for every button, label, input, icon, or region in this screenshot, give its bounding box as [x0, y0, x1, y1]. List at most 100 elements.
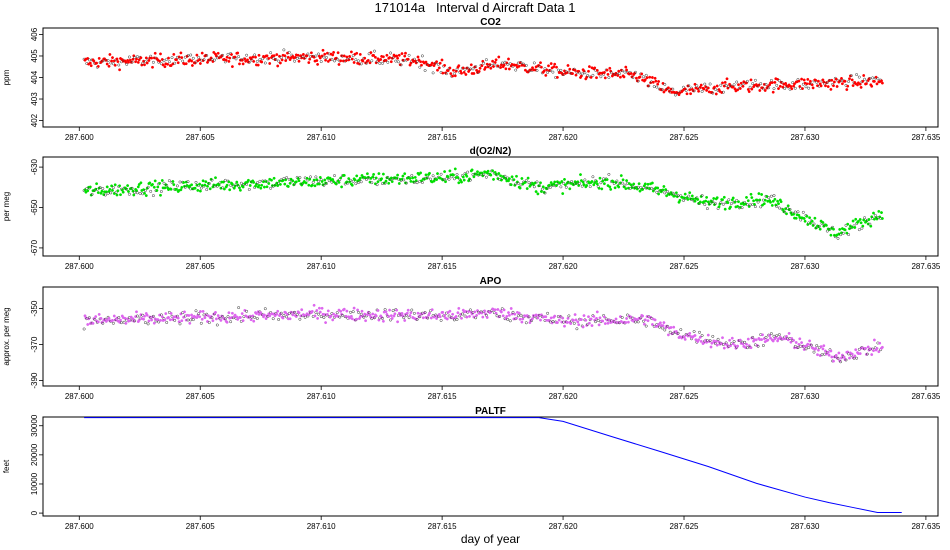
data-point	[180, 56, 184, 60]
data-point	[787, 83, 791, 87]
data-point	[824, 223, 828, 227]
data-point	[644, 73, 648, 77]
data-point	[752, 199, 756, 203]
data-point	[737, 83, 740, 87]
data-point	[880, 217, 884, 220]
data-point	[312, 178, 316, 182]
data-point	[187, 314, 191, 317]
data-point	[519, 61, 523, 65]
data-point	[286, 55, 290, 59]
data-point	[403, 319, 407, 322]
data-point	[811, 224, 815, 227]
data-point	[736, 344, 740, 348]
data-point	[776, 199, 780, 203]
data-point	[418, 65, 422, 69]
data-point	[191, 318, 195, 322]
data-point	[113, 183, 117, 187]
data-point	[178, 322, 182, 326]
data-point	[834, 353, 838, 357]
data-point	[373, 49, 376, 53]
data-point	[171, 180, 175, 183]
data-point	[814, 346, 818, 350]
data-point	[221, 53, 225, 57]
data-point	[149, 189, 153, 193]
data-point	[190, 183, 194, 187]
data-point	[396, 60, 400, 64]
x-tick-label: 287.635	[911, 392, 940, 401]
data-point	[381, 55, 385, 59]
data-point	[722, 346, 726, 350]
data-point	[153, 51, 157, 55]
data-point	[333, 59, 336, 63]
data-point	[411, 176, 415, 180]
data-point	[113, 63, 117, 67]
data-point	[629, 183, 633, 187]
data-point	[345, 309, 349, 313]
data-point	[516, 181, 520, 185]
data-point	[778, 84, 782, 88]
data-point	[870, 84, 874, 88]
data-point	[137, 318, 141, 322]
data-point	[439, 318, 443, 322]
data-point	[687, 194, 691, 198]
data-point	[651, 80, 655, 84]
data-point	[590, 180, 594, 183]
data-point	[539, 190, 543, 193]
data-point	[169, 187, 173, 191]
data-point	[715, 196, 719, 200]
data-point	[125, 187, 129, 191]
data-point	[230, 65, 234, 69]
data-point	[595, 179, 598, 183]
data-point	[598, 176, 602, 180]
x-tick-label: 287.615	[428, 522, 457, 531]
paltf-line	[84, 417, 902, 514]
data-point	[688, 331, 692, 335]
data-point	[372, 53, 376, 57]
data-point	[238, 62, 241, 66]
data-point	[333, 174, 336, 178]
data-point	[850, 352, 854, 356]
x-axis-label: day of year	[461, 532, 520, 546]
data-point	[526, 176, 530, 180]
data-point	[642, 75, 645, 79]
data-point	[662, 321, 666, 325]
data-point	[506, 62, 510, 66]
data-point	[210, 316, 214, 320]
data-point	[274, 58, 278, 61]
data-point	[820, 353, 824, 357]
data-point	[566, 316, 570, 320]
data-point	[663, 82, 667, 86]
data-point	[376, 309, 380, 312]
data-point	[534, 313, 538, 317]
data-point	[869, 224, 873, 228]
data-point	[134, 60, 138, 64]
data-point	[97, 56, 101, 60]
data-point	[518, 186, 522, 190]
data-point	[773, 80, 777, 84]
data-point	[263, 307, 267, 311]
data-point	[108, 53, 112, 56]
data-point	[460, 312, 464, 316]
data-point	[318, 310, 322, 314]
data-point	[89, 64, 93, 68]
data-point	[106, 59, 110, 63]
x-tick-label: 287.620	[549, 522, 578, 531]
data-point	[291, 313, 295, 317]
data-point	[410, 308, 414, 312]
data-point	[726, 201, 730, 205]
x-tick-label: 287.615	[428, 133, 457, 142]
data-point	[125, 62, 129, 66]
data-point	[698, 330, 701, 334]
data-point	[502, 308, 506, 312]
data-point	[737, 200, 740, 204]
data-point	[721, 198, 724, 202]
data-point	[206, 184, 209, 188]
data-point	[504, 67, 508, 71]
data-point	[597, 186, 601, 190]
data-point	[119, 321, 123, 325]
data-point	[507, 311, 510, 315]
plot-frame	[42, 27, 939, 128]
data-point	[582, 314, 586, 318]
data-point	[167, 56, 170, 60]
data-point	[851, 84, 855, 88]
